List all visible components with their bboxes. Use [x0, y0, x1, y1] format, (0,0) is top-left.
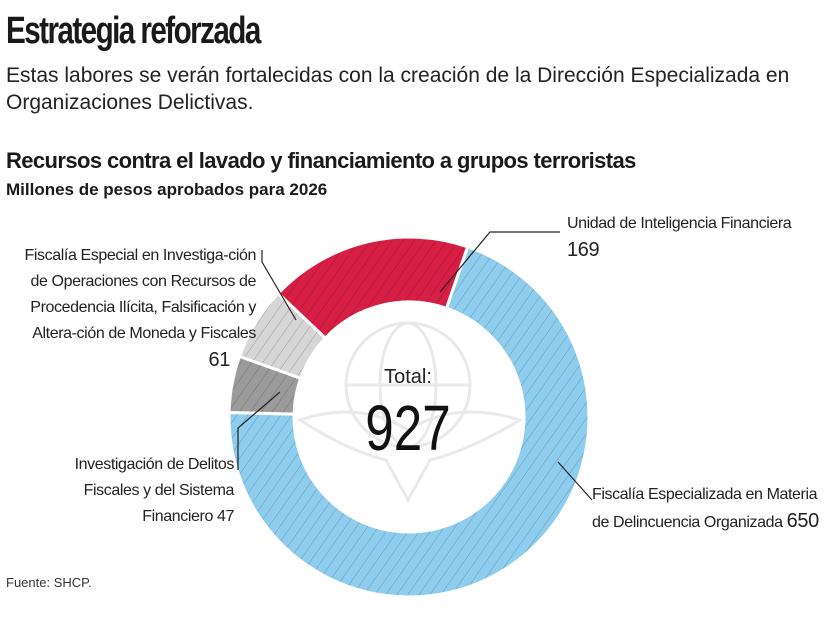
page-title: Estrategia reforzada	[6, 10, 261, 52]
label-fiscalia-especial: Fiscalía Especial en Investiga-ción de O…	[10, 243, 257, 373]
leader-line-fiscalia-especial	[261, 250, 297, 321]
chart-subtitle: Millones de pesos aprobados para 2026	[6, 180, 328, 199]
label-fedo: Fiscalía Especializada en Materia de Del…	[592, 482, 822, 536]
label-fedo-text: Fiscalía Especializada en Materia de Del…	[592, 486, 818, 531]
leader-line-delitos-fiscales	[237, 391, 281, 470]
label-uif-text: Unidad de Inteligencia Financiera	[567, 215, 792, 232]
label-fiscalia-especial-value: 61	[208, 349, 231, 371]
label-fedo-value: 650	[786, 510, 820, 532]
label-fiscalia-especial-text: Fiscalía Especial en Investiga-ción de O…	[24, 247, 257, 342]
center-total-value: 927	[365, 394, 450, 465]
label-delitos-fiscales: Investigación de Delitos Fiscales y del …	[20, 452, 235, 530]
leader-line-uif	[439, 231, 560, 293]
donut-slice-hatch-3	[276, 235, 470, 341]
leader-line-fedo	[557, 461, 593, 501]
source-note: Fuente: SHCP.	[6, 575, 92, 590]
label-uif-value: 169	[567, 239, 600, 261]
label-uif: Unidad de Inteligencia Financiera 169	[567, 211, 807, 265]
page-subtitle: Estas labores se verán fortalecidas con …	[6, 64, 790, 114]
label-delitos-fiscales-text: Investigación de Delitos Fiscales y del …	[74, 456, 235, 525]
eagle-watermark-icon	[296, 321, 524, 504]
donut-slice-hatch-0	[227, 244, 591, 599]
label-delitos-fiscales-value: 47	[217, 508, 234, 525]
center-total-label: Total:	[384, 366, 432, 388]
chart-title: Recursos contra el lavado y financiamien…	[6, 148, 636, 173]
